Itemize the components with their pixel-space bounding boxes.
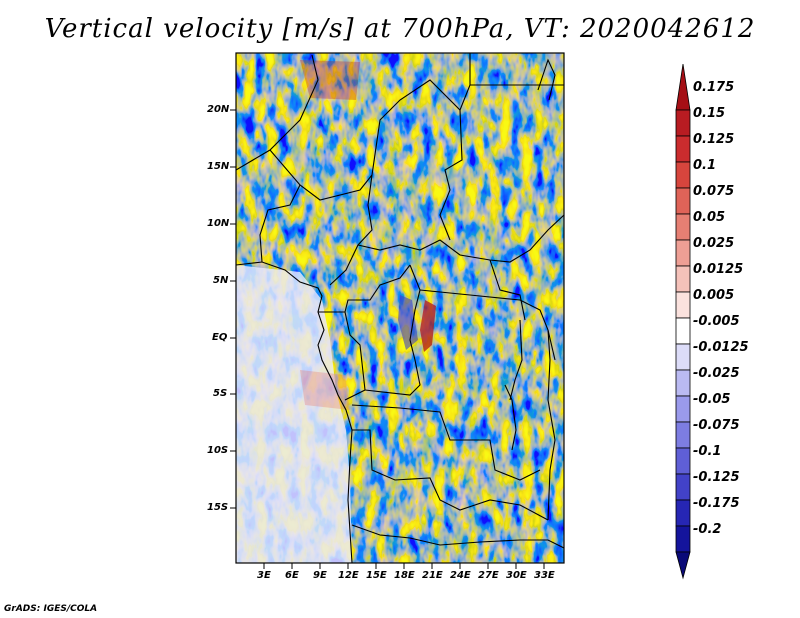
- lat-label: 10N: [207, 218, 230, 229]
- border-line: [269, 149, 373, 201]
- colorbar-label: 0.0125: [693, 262, 744, 277]
- colorbar-swatch: [675, 525, 691, 553]
- lon-label: 24E: [450, 570, 471, 581]
- colorbar-swatch: [675, 551, 691, 580]
- lat-label: 5S: [213, 388, 228, 399]
- border-line: [547, 329, 556, 521]
- colorbar-swatch: [675, 421, 691, 449]
- lat-label: 5N: [213, 275, 229, 286]
- colorbar-label: 0.025: [693, 236, 735, 251]
- colorbar-label: 0.125: [693, 132, 735, 147]
- border-line: [329, 174, 373, 286]
- lat-label: 20N: [207, 104, 230, 115]
- colorbar-label: 0.1: [693, 158, 717, 173]
- chart-title: Vertical velocity [m/s] at 700hPa, VT: 2…: [44, 14, 756, 44]
- lat-label: 15N: [207, 161, 230, 172]
- border-line: [509, 319, 523, 401]
- colorbar-swatch: [675, 187, 691, 215]
- colorbar-swatch: [675, 291, 691, 319]
- border-line: [236, 54, 319, 171]
- country-borders: [236, 53, 564, 563]
- colorbar-label: -0.0125: [693, 340, 749, 355]
- border-line: [439, 109, 463, 241]
- latitude-ticks: [230, 109, 236, 509]
- colorbar-swatch: [675, 499, 691, 527]
- border-line: [259, 184, 301, 263]
- border-line: [351, 404, 541, 481]
- colorbar-label: -0.05: [693, 392, 731, 407]
- credit-label: GrADS: IGES/COLA: [4, 604, 98, 614]
- downdraft-core: [398, 295, 418, 350]
- colorbar-swatch: [675, 161, 691, 189]
- colorbar-label: -0.2: [693, 522, 722, 537]
- lon-label: 12E: [338, 570, 359, 581]
- colorbar-swatch: [675, 473, 691, 501]
- lon-label: 6E: [285, 570, 299, 581]
- lon-label: 3E: [257, 570, 271, 581]
- colorbar-swatch: [675, 395, 691, 423]
- updraft-core: [420, 300, 436, 352]
- velocity-field: [236, 53, 564, 563]
- colorbar-label: -0.005: [693, 314, 740, 329]
- lat-label: EQ: [212, 332, 228, 343]
- colorbar-swatch: [675, 135, 691, 163]
- colorbar-label: 0.175: [693, 80, 735, 95]
- lon-label: 30E: [506, 570, 527, 581]
- colorbar-swatch: [675, 63, 691, 111]
- lon-label: 27E: [478, 570, 499, 581]
- colorbar-label: 0.075: [693, 184, 735, 199]
- border-line: [352, 429, 549, 521]
- border-line: [489, 259, 526, 321]
- colorbar-label: -0.025: [693, 366, 740, 381]
- colorbar-swatch: [675, 213, 691, 241]
- lon-label: 15E: [366, 570, 387, 581]
- lon-label: 18E: [394, 570, 415, 581]
- coastal-updraft-zone: [300, 370, 350, 410]
- colorbar-label: 0.005: [693, 288, 735, 303]
- border-line: [357, 214, 564, 263]
- colorbar-label: -0.175: [693, 496, 740, 511]
- border-line: [344, 311, 366, 401]
- ocean-region: [236, 265, 352, 563]
- coastline: [236, 261, 353, 563]
- colorbar-label: 0.15: [693, 106, 726, 121]
- lon-label: 33E: [534, 570, 555, 581]
- lon-label: 21E: [422, 570, 443, 581]
- border-line: [419, 289, 556, 361]
- north-updraft-zone: [300, 60, 360, 100]
- lat-label: 10S: [207, 445, 229, 456]
- border-line: [364, 264, 421, 396]
- lon-label: 9E: [313, 570, 327, 581]
- map-frame: [235, 52, 565, 564]
- lat-label: 15S: [207, 502, 229, 513]
- colorbar-swatch: [675, 265, 691, 293]
- border-line: [537, 58, 556, 101]
- lake-outline: [504, 384, 517, 451]
- colorbar-swatch: [675, 239, 691, 267]
- colorbar-swatch: [675, 369, 691, 397]
- colorbar-label: -0.075: [693, 418, 740, 433]
- colorbar-swatch: [675, 317, 691, 345]
- longitude-ticks: [263, 563, 545, 569]
- colorbar-swatch: [675, 109, 691, 137]
- colorbar: [675, 63, 691, 580]
- border-line: [351, 524, 564, 549]
- colorbar-label: 0.05: [693, 210, 726, 225]
- colorbar-swatch: [675, 447, 691, 475]
- colorbar-swatch: [675, 343, 691, 371]
- colorbar-label: -0.1: [693, 444, 722, 459]
- colorbar-label: -0.125: [693, 470, 740, 485]
